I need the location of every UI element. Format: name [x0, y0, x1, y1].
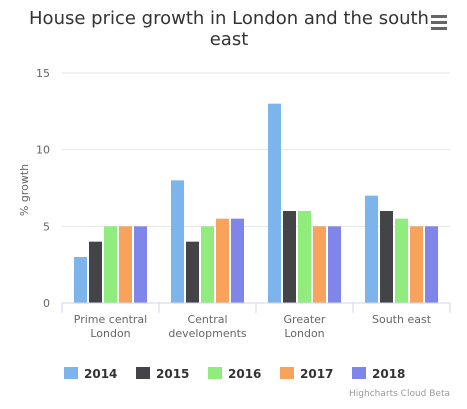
- legend-label: 2014: [84, 367, 117, 381]
- y-axis-ticks: 0 5 10 15: [36, 67, 50, 310]
- hamburger-menu-icon: [431, 15, 447, 30]
- y-tick-label: 0: [43, 297, 50, 310]
- bar-2017[interactable]: [216, 218, 229, 303]
- x-tick-label: Greater London: [284, 313, 326, 340]
- legend-label: 2017: [300, 367, 333, 381]
- chart-title-line: House price growth in London and the sou…: [29, 8, 429, 29]
- bar-2018[interactable]: [231, 218, 244, 303]
- bar-2016[interactable]: [104, 226, 117, 303]
- bar-2014[interactable]: [365, 195, 378, 303]
- bar-2015[interactable]: [380, 211, 393, 303]
- bar-2017[interactable]: [313, 226, 326, 303]
- legend-swatch: [136, 367, 150, 379]
- bar-2014[interactable]: [268, 103, 281, 304]
- bar-2016[interactable]: [395, 218, 408, 303]
- legend-swatch: [280, 367, 294, 379]
- x-tick-label: Central developments: [168, 313, 247, 340]
- y-tick-label: 10: [36, 144, 50, 157]
- context-menu-button[interactable]: [428, 12, 450, 32]
- legend-swatch: [64, 367, 78, 379]
- bar-2014[interactable]: [74, 257, 87, 303]
- bar-2016[interactable]: [298, 211, 311, 303]
- y-tick-label: 5: [43, 220, 50, 233]
- bars: [74, 103, 438, 304]
- chart-title-line: east: [210, 29, 249, 50]
- chart-title: House price growth in London and the sou…: [29, 8, 429, 50]
- y-tick-label: 15: [36, 67, 50, 80]
- legend-label: 2015: [156, 367, 189, 381]
- bar-2018[interactable]: [328, 226, 341, 303]
- legend-item-2018[interactable]: 2018: [352, 367, 405, 381]
- bar-2016[interactable]: [201, 226, 214, 303]
- bar-2014[interactable]: [171, 180, 184, 303]
- legend-item-2014[interactable]: 2014: [64, 367, 117, 381]
- bar-2015[interactable]: [283, 211, 296, 303]
- grid-lines: [62, 72, 450, 227]
- legend-item-2015[interactable]: 2015: [136, 367, 189, 381]
- bar-2015[interactable]: [89, 241, 102, 303]
- bar-2017[interactable]: [410, 226, 423, 303]
- y-axis-title: % growth: [18, 164, 31, 216]
- legend-item-2016[interactable]: 2016: [208, 367, 261, 381]
- x-tick-label: South east: [372, 313, 432, 326]
- legend-label: 2016: [228, 367, 261, 381]
- bar-2015[interactable]: [186, 241, 199, 303]
- bar-2018[interactable]: [425, 226, 438, 303]
- x-tick-label: Prime central London: [74, 313, 147, 340]
- x-axis: Prime central London Central developments Gr…: [61, 302, 451, 340]
- legend-swatch: [352, 367, 366, 379]
- credits[interactable]: Highcharts Cloud Beta: [349, 389, 450, 399]
- legend-item-2017[interactable]: 2017: [280, 367, 333, 381]
- legend-label: 2018: [372, 367, 405, 381]
- legend-swatch: [208, 367, 222, 379]
- legend: 2014 2015 2016 2017 2018: [64, 367, 405, 381]
- bar-2018[interactable]: [134, 226, 147, 303]
- bar-2017[interactable]: [119, 226, 132, 303]
